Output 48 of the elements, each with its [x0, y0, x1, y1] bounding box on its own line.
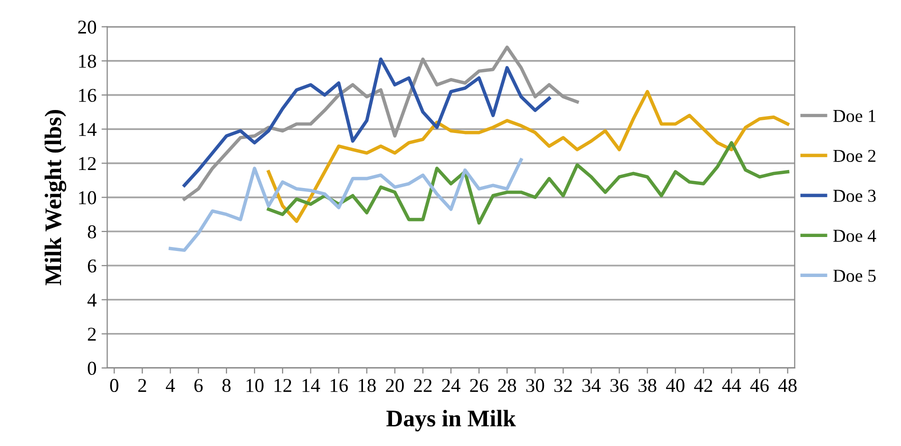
x-tick-label: 16 — [330, 378, 348, 392]
legend-label: Doe 4 — [833, 230, 876, 242]
x-tick-label: 38 — [638, 378, 656, 392]
y-tick-label: 16 — [79, 88, 96, 102]
x-tick-label: 42 — [694, 378, 712, 392]
x-tick-label: 34 — [582, 378, 601, 392]
x-tick-label: 36 — [610, 378, 628, 392]
y-tick-label: 18 — [79, 54, 96, 68]
y-tick-label: 4 — [87, 294, 96, 306]
y-tick-label: 8 — [88, 225, 96, 238]
line-series — [182, 46, 579, 201]
line-series — [266, 141, 790, 225]
legend-label: Doe 1 — [833, 110, 876, 122]
x-tick-label: 20 — [386, 378, 404, 392]
legend-label: Doe 3 — [833, 190, 876, 202]
x-tick-label: 24 — [442, 378, 460, 392]
x-tick-label: 0 — [110, 378, 118, 392]
y-tick-label: 2 — [88, 328, 96, 341]
legend-label: Doe 5 — [833, 270, 876, 282]
y-tick-label: 12 — [79, 157, 96, 170]
y-tick-label: 0 — [88, 362, 96, 375]
x-tick-label: 2 — [138, 378, 146, 392]
line-series — [266, 90, 790, 223]
y-tick-label: 10 — [79, 191, 96, 204]
x-tick-label: 44 — [722, 379, 741, 392]
y-axis-title: Milk Weight (lbs) — [44, 110, 66, 286]
x-tick-label: 4 — [166, 379, 175, 392]
line-series — [168, 158, 523, 252]
x-tick-label: 46 — [750, 378, 769, 392]
x-tick-label: 40 — [666, 378, 684, 392]
x-tick-label: 14 — [302, 379, 320, 392]
x-tick-label: 18 — [358, 378, 376, 392]
x-tick-label: 12 — [274, 378, 292, 392]
x-tick-label: 22 — [414, 378, 432, 392]
x-tick-label: 10 — [246, 378, 264, 392]
legend-label: Doe 2 — [833, 150, 876, 162]
x-tick-label: 28 — [498, 378, 516, 392]
x-tick-label: 48 — [778, 378, 797, 392]
x-tick-label: 26 — [470, 378, 488, 392]
y-tick-label: 6 — [88, 259, 96, 273]
x-tick-label: 8 — [222, 378, 231, 392]
line-series — [182, 58, 551, 188]
x-tick-label: 6 — [194, 378, 203, 392]
x-tick-label: 30 — [526, 378, 544, 392]
y-tick-label: 14 — [79, 123, 96, 136]
x-axis-title: Days in Milk — [386, 410, 516, 432]
y-tick-label: 20 — [78, 20, 96, 34]
x-tick-label: 32 — [554, 378, 572, 392]
